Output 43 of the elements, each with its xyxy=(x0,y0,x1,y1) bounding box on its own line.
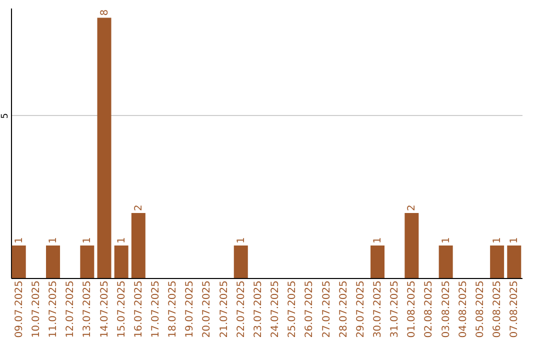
data-label: 1 xyxy=(372,237,384,244)
y-tick-label: 5 xyxy=(0,112,10,119)
x-tick-label: 15.07.2025 xyxy=(116,280,128,338)
data-label: 1 xyxy=(492,237,504,244)
x-tick-label: 03.08.2025 xyxy=(440,280,452,338)
x-tick-label: 06.08.2025 xyxy=(492,280,504,338)
x-tick-label: 13.07.2025 xyxy=(82,280,94,338)
data-label: 1 xyxy=(14,237,25,244)
data-label: 1 xyxy=(82,237,94,244)
x-tick-label: 21.07.2025 xyxy=(218,280,230,338)
data-label: 2 xyxy=(406,204,418,211)
x-tick-label: 12.07.2025 xyxy=(65,280,76,338)
data-label: 1 xyxy=(116,237,128,244)
x-tick-label: 16.07.2025 xyxy=(133,280,144,338)
data-label: 2 xyxy=(133,204,144,211)
x-tick-label: 02.08.2025 xyxy=(424,280,435,338)
x-tick-label: 31.07.2025 xyxy=(390,280,401,338)
x-tick-label: 04.08.2025 xyxy=(458,280,469,338)
x-tick-label: 25.07.2025 xyxy=(287,280,298,338)
x-tick-label: 22.07.2025 xyxy=(236,280,247,338)
x-tick-label: 29.07.2025 xyxy=(355,280,366,338)
x-tick-label: 01.08.2025 xyxy=(406,280,418,338)
x-tick-label: 10.07.2025 xyxy=(30,280,42,338)
x-tick-label: 17.07.2025 xyxy=(150,280,162,338)
x-tick-label: 23.07.2025 xyxy=(252,280,264,338)
x-tick-label: 19.07.2025 xyxy=(184,280,196,338)
data-label: 1 xyxy=(48,237,60,244)
x-tick-label: 24.07.2025 xyxy=(270,280,282,338)
x-tick-label: 30.07.2025 xyxy=(372,280,384,338)
data-label: 1 xyxy=(236,237,247,244)
x-tick-label: 26.07.2025 xyxy=(304,280,316,338)
x-tick-label: 14.07.2025 xyxy=(99,280,110,338)
data-label: 8 xyxy=(99,9,110,16)
x-tick-label: 09.07.2025 xyxy=(14,280,25,338)
x-tick-label: 07.08.2025 xyxy=(509,280,520,338)
x-tick-label: 20.07.2025 xyxy=(202,280,213,338)
data-label: 1 xyxy=(509,237,520,244)
data-label: 1 xyxy=(440,237,452,244)
x-tick-label: 18.07.2025 xyxy=(168,280,179,338)
x-tick-label: 05.08.2025 xyxy=(474,280,486,338)
x-tick-label: 11.07.2025 xyxy=(48,280,60,338)
x-tick-label: 28.07.2025 xyxy=(338,280,350,338)
x-tick-label: 27.07.2025 xyxy=(321,280,332,338)
